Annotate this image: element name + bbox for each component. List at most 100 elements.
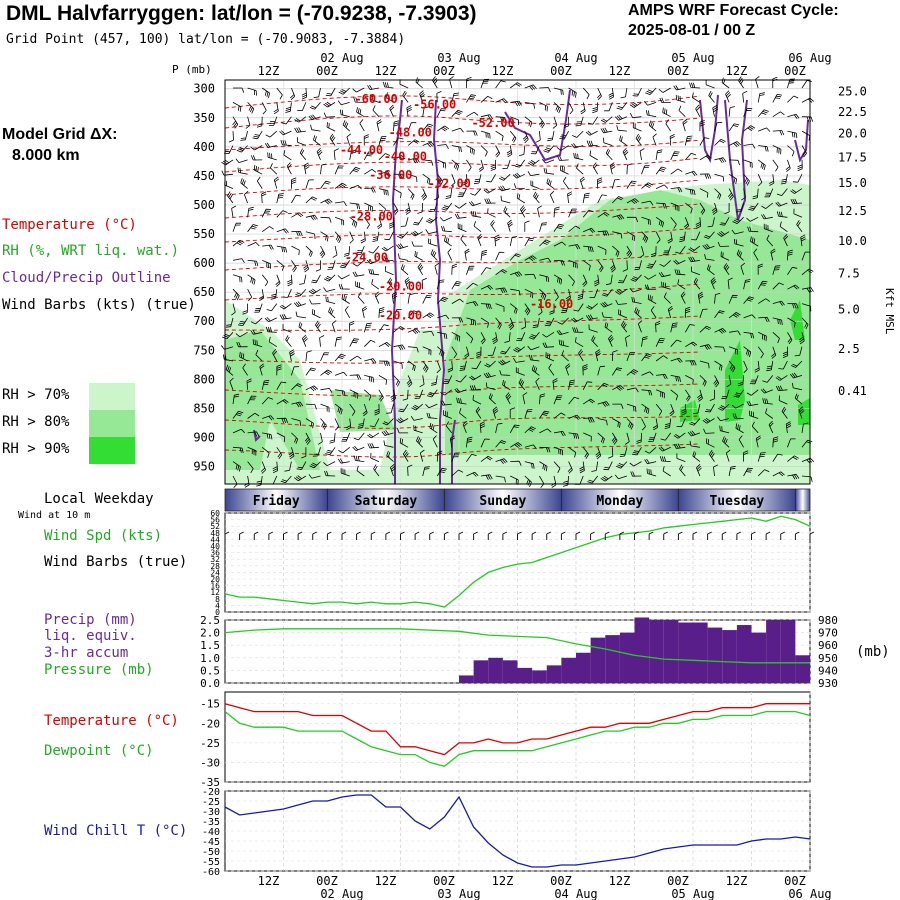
- wind-barb: [772, 300, 785, 306]
- wind-barb: [256, 176, 263, 189]
- wind-barb: [510, 116, 519, 125]
- wind-barb: [648, 432, 657, 442]
- wind-barb: [434, 262, 440, 275]
- wind-barb: [644, 274, 657, 280]
- wind-barb: [655, 403, 663, 416]
- wind-barb: [449, 435, 456, 448]
- wind-barb: [587, 116, 599, 125]
- wind-barb: [231, 303, 236, 316]
- wind-barb: [714, 173, 725, 182]
- wind-barb: [757, 346, 764, 359]
- wind-barb: [769, 174, 775, 186]
- wind-barb: [232, 116, 239, 129]
- wind-barb: [344, 306, 351, 319]
- wind-barb: [787, 438, 796, 448]
- wind-barb: [553, 241, 566, 247]
- wind-barb: [407, 293, 415, 304]
- wind-barb: [355, 281, 365, 290]
- wind-tick-label: 12: [210, 588, 220, 597]
- wind-barb: [451, 109, 463, 117]
- top-hour-label: 00Z: [316, 64, 338, 78]
- wind-barb: [506, 145, 513, 158]
- wind-barb: [662, 107, 671, 118]
- wind-barb: [645, 87, 657, 95]
- wind-barb: [337, 458, 350, 464]
- wind-barb: [361, 306, 368, 318]
- wind-barb: [341, 293, 350, 304]
- wind-barb: [282, 289, 292, 298]
- wind-barb: [451, 145, 462, 153]
- wind-barb: [553, 223, 564, 232]
- wind-barb: [309, 461, 321, 469]
- wind-barb: [334, 231, 342, 244]
- pressure-tick-label: 900: [193, 430, 215, 444]
- wind-barb: [732, 413, 744, 419]
- surface-wind-barb: [473, 531, 478, 540]
- wind-barb: [595, 349, 601, 362]
- wind-barb: [427, 238, 438, 247]
- wind-barb: [765, 408, 774, 419]
- wind-barb: [235, 158, 248, 163]
- wind-barb: [393, 155, 406, 161]
- wind-barbs-label: Wind Barbs (true): [44, 554, 188, 570]
- wind-barb: [232, 475, 238, 488]
- wind-barb: [717, 403, 730, 411]
- wind-barb: [407, 360, 416, 372]
- wind-barb: [708, 90, 715, 103]
- wind-barb: [305, 367, 317, 376]
- wind-barb: [746, 216, 759, 222]
- legend-cloud-outline: Cloud/Precip Outline: [2, 270, 171, 286]
- wind-barb: [378, 307, 385, 318]
- wind-barb: [597, 245, 607, 255]
- height-tick-label: 2.5: [838, 342, 860, 356]
- wind-barb: [695, 217, 702, 229]
- wind-barb: [436, 360, 441, 374]
- wind-barb: [787, 473, 800, 480]
- rh-shading: [330, 390, 395, 432]
- wind-barb: [670, 339, 682, 347]
- wind-barb: [693, 404, 701, 415]
- wind-barb: [419, 90, 425, 103]
- surface-wind-barb: [414, 531, 420, 540]
- rh-shading: [225, 300, 448, 484]
- wind-barb: [699, 173, 712, 179]
- wind-barb: [714, 157, 727, 163]
- wind-barb: [359, 119, 365, 132]
- wind-barb: [579, 176, 585, 189]
- wind-barb: [370, 452, 380, 462]
- wind-barb: [232, 428, 245, 434]
- wind-barb: [299, 274, 307, 285]
- wind-barb: [502, 159, 511, 170]
- wind-barb: [466, 94, 477, 103]
- wind-barb: [272, 461, 278, 474]
- wind-barb: [305, 385, 318, 392]
- wind-barb: [364, 187, 376, 193]
- wind-barb: [801, 287, 814, 293]
- wind-barb: [678, 105, 686, 117]
- wind-barb: [364, 358, 377, 364]
- wind-barb: [539, 222, 548, 232]
- wind-barb: [652, 418, 659, 431]
- wind-barb: [743, 173, 750, 186]
- wind-barb: [679, 231, 686, 243]
- wind-tick-label: 32: [210, 555, 220, 564]
- wind-barb: [568, 102, 574, 115]
- wind-barb: [281, 116, 292, 125]
- wind-barb: [470, 210, 482, 218]
- wind-barb: [585, 314, 598, 320]
- precip-bar: [459, 675, 474, 683]
- wind-barb: [261, 226, 274, 233]
- wind-barb: [325, 296, 336, 304]
- wind-barb: [801, 145, 807, 158]
- precip-accum-label: 3-hr accum: [44, 645, 129, 661]
- wind-barb: [676, 418, 686, 428]
- surface-wind-barb: [736, 531, 742, 540]
- wind-barb: [291, 231, 303, 237]
- wind-barb: [710, 277, 717, 290]
- wind-barb: [498, 185, 511, 192]
- wind-barb: [451, 331, 461, 342]
- wind-barb: [480, 78, 490, 89]
- precip-bar: [663, 620, 679, 683]
- wind-barb: [737, 375, 744, 387]
- wind-barb: [634, 260, 642, 271]
